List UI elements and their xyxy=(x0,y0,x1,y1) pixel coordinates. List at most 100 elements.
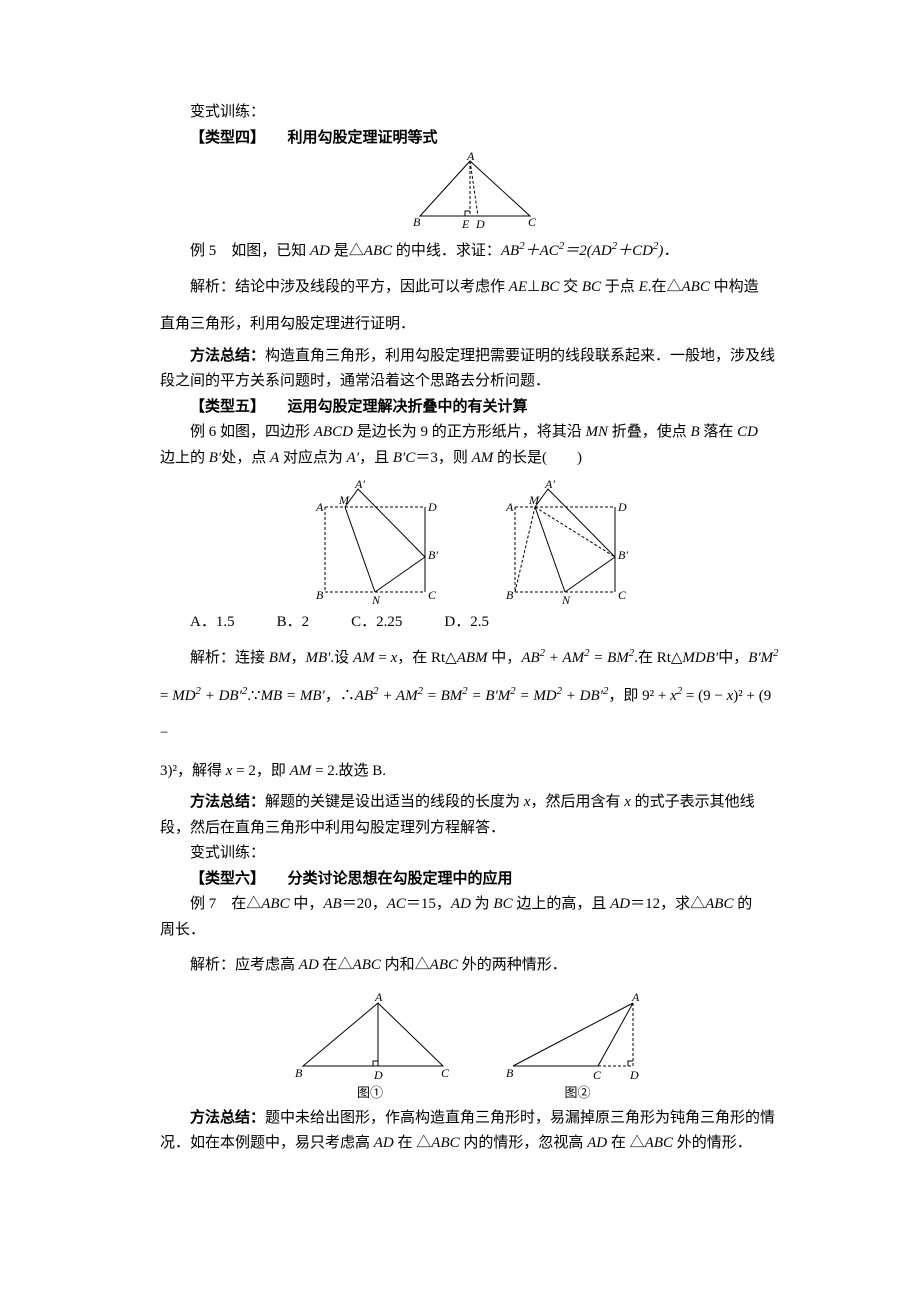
type4-label: 【类型四】 xyxy=(190,130,265,146)
figure3-container: A B C D 图① A B xyxy=(160,991,780,1104)
a61eq1: AB2 + AM2 = BM2 xyxy=(521,650,634,666)
variant-training-1: 变式训练： xyxy=(160,100,780,126)
fig3-cap2: 图② xyxy=(564,1081,590,1104)
type6-label: 【类型六】 xyxy=(190,871,265,887)
a1v1: AE xyxy=(509,279,527,295)
a1v5: ABC xyxy=(682,279,710,295)
a7d: 外的两种情形． xyxy=(458,957,567,973)
a61v5: ABM xyxy=(457,650,488,666)
figure2-right-svg: A D B C M N A′ B′ xyxy=(490,477,640,607)
figure1-svg: A B C E D xyxy=(390,151,550,229)
e7v5: BC xyxy=(493,896,512,912)
variant-training-2: 变式训练： xyxy=(160,841,780,867)
a7a: 应考虑高 xyxy=(235,957,299,973)
figure3-right-svg: A B C D xyxy=(498,991,658,1081)
a63v2: AM xyxy=(290,763,312,779)
example6-line1: 例 6 如图，四边形 ABCD 是边长为 9 的正方形纸片，将其沿 MN 折叠，… xyxy=(160,420,780,446)
figure3-left-svg: A B C D xyxy=(283,991,458,1081)
f2r-d: D xyxy=(617,500,627,514)
e7d: ＝15， xyxy=(406,896,451,912)
e6lb: 处，点 xyxy=(221,450,270,466)
m2v2: x xyxy=(624,794,631,810)
e6la: 边上的 xyxy=(160,450,209,466)
m3v4: ABC xyxy=(645,1135,673,1151)
fig1-label-c: C xyxy=(528,215,537,229)
m3v2: ABC xyxy=(431,1135,459,1151)
fig1-label-e: E xyxy=(461,217,470,229)
f3r-d: D xyxy=(629,1068,639,1081)
ex6-method: 方法总结：解题的关键是设出适当的线段的长度为 x，然后用含有 x 的式子表示其他… xyxy=(160,790,780,841)
a62b: .∵ xyxy=(247,688,260,704)
m3d: 在 △ xyxy=(607,1135,645,1151)
a61e: ，在 Rt△ xyxy=(397,650,456,666)
example6-line2: 边上的 B′处，点 A 对应点为 A′，且 B′C＝3，则 AM 的长是( ) xyxy=(160,446,780,472)
type5-heading: 【类型五】 运用勾股定理解决折叠中的有关计算 xyxy=(160,395,780,421)
e6v2: MN xyxy=(585,424,608,440)
e6a: 例 6 如图，四边形 xyxy=(190,424,314,440)
method-label-1: 方法总结： xyxy=(190,348,265,364)
e6v7: A′ xyxy=(347,450,359,466)
a7c: 内和△ xyxy=(381,957,430,973)
a61b: ， xyxy=(290,650,305,666)
e7v3: AC xyxy=(387,896,406,912)
ex6-analysis-l1: 解析：连接 BM，MB′.设 AM = x，在 Rt△ABM 中，AB2 + A… xyxy=(160,640,780,678)
example5-text: 例 5 如图，已知 AD 是△ABC 的中线．求证：AB2＋AC2＝2(AD2＋… xyxy=(160,239,780,265)
f3r-a: A xyxy=(631,991,640,1004)
f3l-a: A xyxy=(374,991,383,1004)
figure3-right-box: A B C D 图② xyxy=(498,991,658,1104)
a62c: ，∴ xyxy=(325,688,355,704)
figure1-container: A B C E D xyxy=(160,151,780,239)
a6lbl: 解析： xyxy=(190,650,235,666)
opt-c: C．2.25 xyxy=(351,609,402,636)
e6c: 折叠，使点 xyxy=(608,424,691,440)
type4-title: 利用勾股定理证明等式 xyxy=(288,130,438,146)
a63c: = 2.故选 B. xyxy=(311,763,386,779)
e7v1: ABC xyxy=(261,896,289,912)
a61v2: MB′ xyxy=(305,650,330,666)
e6v9: AM xyxy=(472,450,494,466)
f3l-c: C xyxy=(441,1066,450,1080)
e7h: 的 xyxy=(733,896,752,912)
ex5-analysis-line2: 直角三角形，利用勾股定理进行证明． xyxy=(160,306,780,344)
e7a: 例 7 在△ xyxy=(190,896,261,912)
a61v3: AM xyxy=(353,650,375,666)
fig3-cap1: 图① xyxy=(357,1081,383,1104)
f2r-m: M xyxy=(528,493,540,507)
type5-title: 运用勾股定理解决折叠中的有关计算 xyxy=(288,399,528,415)
a62eq2: MB = MB′ xyxy=(261,688,325,704)
f3r-b: B xyxy=(506,1066,514,1080)
method-label-2: 方法总结： xyxy=(190,794,265,810)
ex6-analysis-l3: 3)²，解得 x = 2，即 AM = 2.故选 B. xyxy=(160,753,780,791)
f2r-c: C xyxy=(618,588,627,602)
a61g: .在 Rt△ xyxy=(634,650,682,666)
f3l-d: D xyxy=(373,1068,383,1081)
m3b: 在 △ xyxy=(394,1135,432,1151)
method-label-3: 方法总结： xyxy=(190,1110,265,1126)
a61c: .设 xyxy=(330,650,353,666)
a61d: = xyxy=(375,650,391,666)
f2l-n: N xyxy=(371,593,381,607)
f2l-m: M xyxy=(338,493,350,507)
e6v1: ABCD xyxy=(314,424,353,440)
a1b: ⊥ xyxy=(527,279,540,295)
a7v1: AD xyxy=(299,957,319,973)
f2r-bp: B′ xyxy=(618,548,628,562)
ex5-t3: 的中线．求证： xyxy=(392,243,501,259)
a63b: = 2，即 xyxy=(232,763,289,779)
type6-heading: 【类型六】 分类讨论思想在勾股定理中的应用 xyxy=(160,867,780,893)
f2l-c: C xyxy=(428,588,437,602)
a62a: = xyxy=(160,688,172,704)
document-page: 变式训练： 【类型四】 利用勾股定理证明等式 A B C E D 例 5 如图，… xyxy=(0,0,920,1207)
f2l-bp: B′ xyxy=(428,548,438,562)
e6v5: B′ xyxy=(209,450,221,466)
fig1-label-b: B xyxy=(413,215,421,229)
f2r-ap: A′ xyxy=(544,477,555,491)
e6lf: 的长是( ) xyxy=(493,450,582,466)
a61f: 中， xyxy=(488,650,522,666)
e7v4: AD xyxy=(451,896,471,912)
m3v1: AD xyxy=(374,1135,394,1151)
a61h: 中， xyxy=(718,650,748,666)
ex5-v1: AD xyxy=(310,243,330,259)
a1f: 中构造 xyxy=(710,279,759,295)
analysis-label-1: 解析： xyxy=(190,279,235,295)
